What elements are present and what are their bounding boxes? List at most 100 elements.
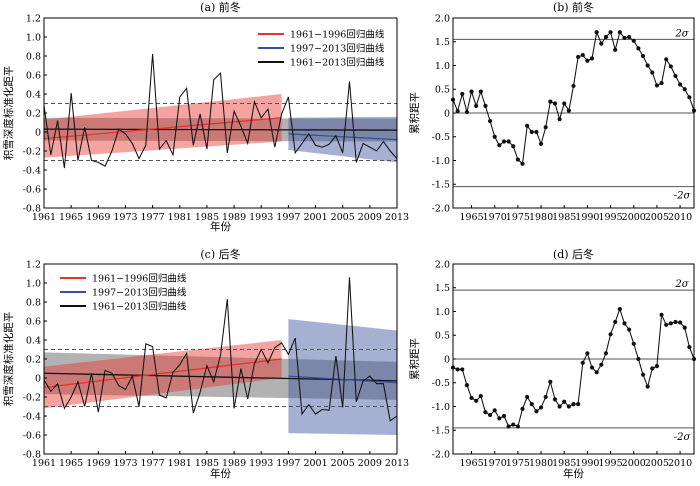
data-point xyxy=(613,47,618,52)
data-point xyxy=(677,320,683,325)
data-point xyxy=(682,325,687,330)
regression-band-2 xyxy=(288,116,397,163)
data-point xyxy=(469,89,474,94)
data-point xyxy=(664,322,669,327)
data-point xyxy=(520,406,525,411)
sigma-label-2: -2σ xyxy=(674,432,692,443)
regression-band-1 xyxy=(44,94,282,158)
data-point xyxy=(585,351,590,356)
y-tick-label: 0.8 xyxy=(26,51,41,62)
data-point xyxy=(622,321,627,326)
y-axis-label: 累积距平 xyxy=(409,338,421,380)
data-point xyxy=(613,319,618,325)
x-tick-label: 1965 xyxy=(459,212,483,223)
y-axis-label: 积雪深度标准化距平 xyxy=(2,312,15,407)
x-tick-label: 1970 xyxy=(483,458,507,469)
data-point xyxy=(608,332,613,337)
regression-line-2 xyxy=(288,133,398,141)
regression-band-3 xyxy=(44,352,397,400)
data-point xyxy=(617,307,622,312)
data-point xyxy=(645,384,650,389)
data-point xyxy=(543,125,548,130)
x-tick-label: 1985 xyxy=(552,212,576,223)
data-point xyxy=(552,397,558,402)
data-point xyxy=(654,364,660,369)
y-tick-label: -0.4 xyxy=(23,411,41,422)
data-point xyxy=(668,321,673,326)
x-tick-label: 1969 xyxy=(86,212,110,223)
x-axis-label: 年份 xyxy=(210,220,231,233)
data-point xyxy=(520,161,525,166)
data-point xyxy=(631,38,636,43)
y-tick-label: 2.0 xyxy=(435,13,450,24)
data-point xyxy=(673,73,678,79)
x-tick-label: 1993 xyxy=(249,458,273,469)
y-tick-label: 0 xyxy=(35,127,41,138)
legend-label-2: 1997−2013回归曲线 xyxy=(92,287,187,299)
x-axis-label: 年份 xyxy=(563,467,584,480)
x-tick-label: 1965 xyxy=(459,458,483,469)
data-point xyxy=(687,95,692,100)
data-point xyxy=(608,30,613,35)
data-point xyxy=(487,118,493,124)
y-tick-label: 2.0 xyxy=(435,259,450,270)
y-tick-label: -1.5 xyxy=(432,180,450,191)
y-tick-label: -0.8 xyxy=(23,203,41,214)
y-tick-label: 1.5 xyxy=(435,37,450,48)
data-point xyxy=(650,366,655,371)
data-point xyxy=(529,129,534,135)
x-tick-label: 1961 xyxy=(32,458,56,469)
legend-label-3: 1961−2013回归曲线 xyxy=(92,301,187,313)
data-point xyxy=(668,64,673,69)
data-point xyxy=(603,351,609,356)
data-point xyxy=(529,402,534,407)
panel-4: 2σ-2σ-2.0-1.5-1.0-0.500.51.01.52.0196519… xyxy=(409,247,697,480)
data-point xyxy=(664,57,669,62)
y-tick-label: 1.2 xyxy=(26,13,41,24)
legend-label-3: 1961−2013回归曲线 xyxy=(290,57,385,69)
y-tick-label: 0.8 xyxy=(26,297,41,308)
data-point xyxy=(557,404,562,409)
data-point xyxy=(469,395,474,401)
y-tick-label: -2.0 xyxy=(432,203,450,214)
data-point xyxy=(580,52,585,58)
data-point xyxy=(483,103,488,108)
x-tick-label: 2010 xyxy=(668,212,692,223)
x-tick-label: 2000 xyxy=(622,458,646,469)
y-tick-label: 1.0 xyxy=(435,61,450,72)
x-tick-label: 1989 xyxy=(222,458,246,469)
series-line xyxy=(452,30,695,165)
data-point xyxy=(571,83,576,89)
data-point xyxy=(659,80,664,86)
y-tick-label: -0.5 xyxy=(432,132,450,143)
x-tick-label: 1990 xyxy=(575,458,599,469)
data-point xyxy=(525,394,530,400)
data-point xyxy=(534,409,539,414)
regression-line-3 xyxy=(43,128,398,131)
data-point xyxy=(654,83,660,88)
data-point xyxy=(511,422,516,427)
data-point xyxy=(460,367,465,372)
x-tick-label: 1989 xyxy=(222,212,246,223)
data-point xyxy=(478,393,483,399)
data-point xyxy=(659,312,664,317)
data-point xyxy=(464,383,470,388)
x-tick-label: 1981 xyxy=(168,458,192,469)
y-tick-label: -0.6 xyxy=(23,184,41,195)
data-point xyxy=(687,345,692,350)
x-tick-label: 1985 xyxy=(195,458,219,469)
data-point xyxy=(492,134,497,139)
panel-title: (d) 后冬 xyxy=(553,247,594,261)
y-tick-label: -0.5 xyxy=(432,378,450,389)
x-tick-label: 1980 xyxy=(529,212,553,223)
x-tick-label: 2009 xyxy=(358,212,382,223)
y-tick-label: 1.0 xyxy=(26,32,41,43)
x-tick-label: 1977 xyxy=(141,212,165,223)
data-point xyxy=(650,70,655,75)
y-tick-label: 0.4 xyxy=(26,335,41,346)
y-tick-label: 0.2 xyxy=(26,354,41,365)
data-point xyxy=(640,53,646,59)
data-point xyxy=(562,101,567,106)
data-point xyxy=(589,365,595,370)
